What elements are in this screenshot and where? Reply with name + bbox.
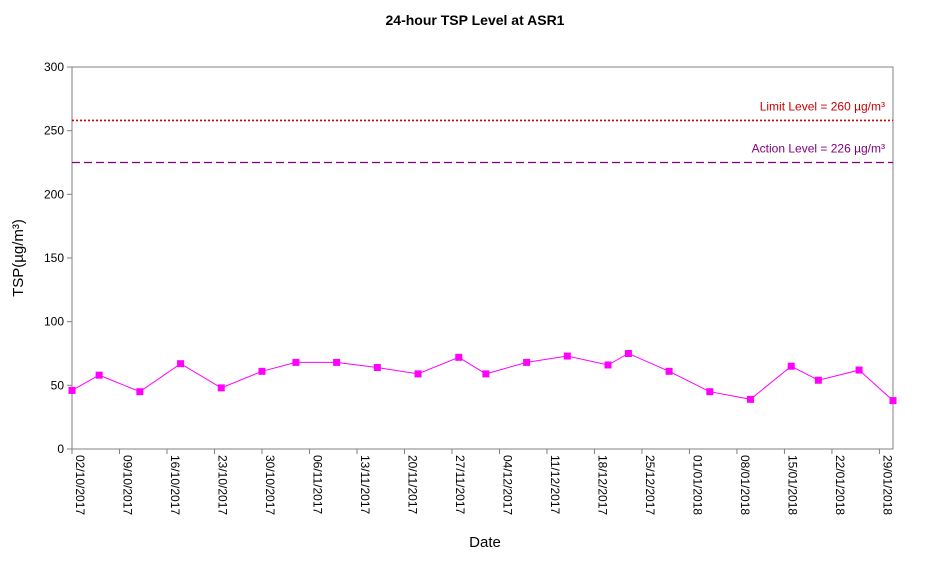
x-tick-label: 01/01/2018 bbox=[690, 455, 704, 515]
data-point bbox=[706, 388, 714, 396]
data-point bbox=[563, 352, 571, 360]
data-point bbox=[373, 364, 381, 372]
x-tick-label: 13/11/2017 bbox=[358, 455, 372, 514]
series-tsp bbox=[68, 350, 897, 405]
plot-area bbox=[71, 66, 894, 450]
data-point bbox=[482, 370, 490, 378]
reference-lines: Limit Level = 260 µg/m³ Action Level = 22… bbox=[72, 99, 893, 164]
y-tick-label: 300 bbox=[44, 60, 64, 74]
data-point bbox=[814, 376, 822, 384]
x-tick-label: 18/12/2017 bbox=[595, 455, 609, 515]
x-tick-label: 25/12/2017 bbox=[643, 455, 657, 515]
reference-line-label: Limit Level = 260 µg/m³ bbox=[760, 99, 885, 113]
x-tick-label: 20/11/2017 bbox=[405, 455, 419, 514]
data-point bbox=[333, 358, 341, 366]
data-point bbox=[177, 360, 185, 368]
data-point bbox=[414, 370, 422, 378]
data-point bbox=[665, 367, 673, 375]
x-tick-label: 04/12/2017 bbox=[500, 455, 514, 515]
data-point bbox=[68, 386, 76, 394]
y-tick-label: 0 bbox=[57, 442, 64, 456]
x-tick-label: 06/11/2017 bbox=[310, 455, 324, 514]
data-point bbox=[455, 353, 463, 361]
x-tick-label: 22/01/2018 bbox=[833, 455, 847, 515]
reference-line-label: Action Level = 226 µg/m³ bbox=[752, 142, 885, 156]
x-tick-label: 08/01/2018 bbox=[738, 455, 752, 515]
data-point bbox=[604, 361, 612, 369]
y-tick-label: 250 bbox=[44, 124, 64, 138]
x-tick-label: 30/10/2017 bbox=[263, 455, 277, 515]
y-axis-label: TSP(µg/m³) bbox=[10, 219, 27, 297]
data-point bbox=[95, 371, 103, 379]
data-point bbox=[747, 395, 755, 403]
x-axis: 02/10/2017 09/10/2017 16/10/2017 23/10/2017… bbox=[71, 449, 894, 515]
y-tick-label: 100 bbox=[44, 315, 64, 329]
data-point bbox=[624, 350, 632, 357]
data-point bbox=[787, 362, 795, 370]
data-point bbox=[889, 397, 897, 405]
x-tick-label: 16/10/2017 bbox=[168, 455, 182, 515]
x-tick-label: 27/11/2017 bbox=[453, 455, 467, 514]
x-tick-label: 09/10/2017 bbox=[120, 455, 134, 515]
x-tick-label: 23/10/2017 bbox=[215, 455, 229, 515]
chart-title: 24-hour TSP Level at ASR1 bbox=[386, 12, 565, 28]
data-point bbox=[855, 366, 863, 374]
y-axis: 0 50 100 150 200 250 300 bbox=[44, 60, 72, 456]
data-point bbox=[217, 384, 225, 392]
data-point bbox=[258, 367, 266, 375]
x-axis-label: Date bbox=[469, 534, 501, 551]
y-tick-label: 50 bbox=[51, 378, 65, 392]
x-tick-label: 11/12/2017 bbox=[548, 455, 562, 514]
y-tick-label: 150 bbox=[44, 251, 64, 265]
x-tick-label: 15/01/2018 bbox=[785, 455, 799, 515]
x-tick-label: 29/01/2018 bbox=[880, 455, 894, 515]
data-point bbox=[292, 358, 300, 366]
y-tick-label: 200 bbox=[44, 187, 64, 201]
x-tick-label: 02/10/2017 bbox=[73, 455, 87, 515]
data-point bbox=[523, 358, 531, 366]
data-point bbox=[136, 388, 144, 396]
